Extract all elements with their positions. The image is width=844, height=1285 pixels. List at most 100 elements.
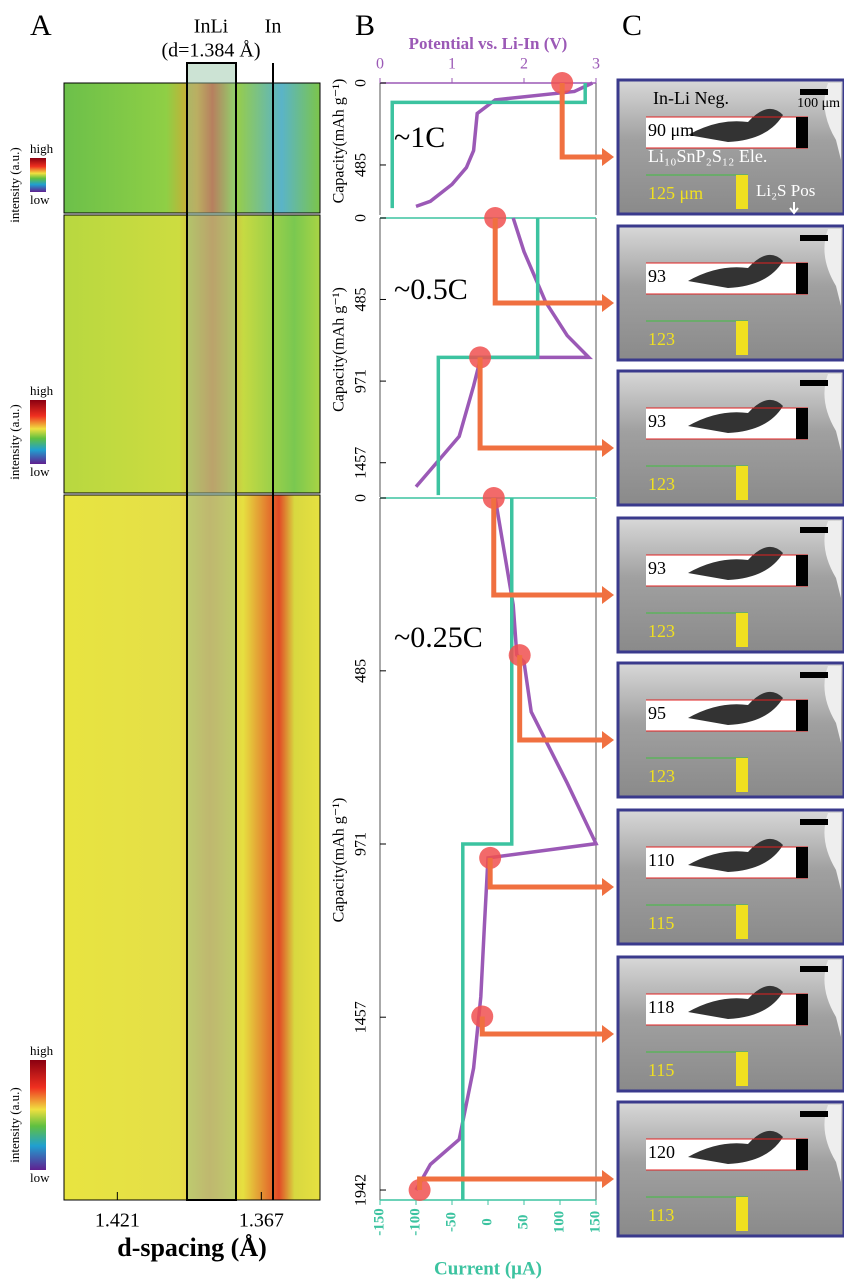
pos-bar [736,613,748,647]
arrow [479,1016,604,1037]
neg-bar [796,555,808,586]
neg-bar [796,263,808,294]
pos-bar [736,1052,748,1086]
neg-bar [796,1139,808,1170]
x2-tick-label: 150 [587,1211,603,1234]
y-tick-label: 1457 [353,447,370,479]
x2-tick-label: -50 [443,1212,459,1232]
neg-thickness: 110 [648,850,674,870]
peak-detail: (d=1.384 Å) [161,40,260,62]
arrowhead [602,1025,614,1043]
colorbar-high: high [30,383,54,398]
y-tick-label: 485 [353,659,370,683]
heatmaps [30,62,321,1201]
point [471,1005,494,1028]
neg-bar [796,117,808,148]
x-tick-label: 1 [448,56,456,73]
panel-label: C [622,9,642,42]
arrowhead [602,731,614,749]
neg-thickness: 93 [648,558,666,578]
arrow [417,1176,604,1191]
colorbar [30,158,46,192]
arrowhead [602,294,614,312]
heatmap [63,214,321,494]
pos-bar [736,466,748,500]
panel-label: B [355,9,375,42]
top-axis-label: Potential vs. Li-In (V) [409,34,568,53]
heatmap [63,494,321,1201]
x-tick-label: 3 [592,56,600,73]
y-tick-label: 0 [353,494,370,502]
rate-annotation: ~0.25C [394,621,483,654]
colorbar [30,1060,46,1170]
colorbar-low: low [30,464,50,479]
arrow [487,857,604,890]
y-tick-label: 971 [353,369,370,393]
y-axis-label: Capacity(mAh g⁻¹) [331,287,348,412]
x2-tick-label: -150 [371,1208,387,1236]
pos-thickness: 123 [648,766,675,786]
neg-thickness: 95 [648,703,666,723]
y-axis-label: Capacity(mAh g⁻¹) [331,798,348,923]
rate-annotation: ~0.5C [394,273,468,306]
scale-bar [800,966,828,972]
colorbar-low: low [30,1170,50,1185]
x-axis-label: d-spacing (Å) [117,1233,267,1262]
y-tick-label: 485 [353,153,370,177]
inli-band [186,62,237,1201]
legend-pos: Li₂S Pos [756,181,815,200]
colorbar [30,400,46,464]
rate-annotation: ~1C [394,121,445,154]
legend-ele: Li₁₀SnP₂S₁₂ Ele. [648,146,767,166]
neg-thickness: 90 μm [648,120,694,140]
panel-label: A [30,9,52,42]
peak-label: InLi [194,16,229,38]
bottom-axis-label: Current (μA) [434,1258,542,1279]
arrow [491,498,604,598]
x-tick-label: 1.421 [95,1210,140,1232]
arrow [477,357,604,451]
arrow [559,83,604,160]
x2-tick-label: 50 [515,1215,531,1230]
pos-thickness: 113 [648,1205,674,1225]
scale-bar [800,380,828,386]
arrowhead [602,148,614,166]
x-tick-label: 1.367 [239,1210,284,1232]
arrowhead [602,1170,614,1188]
pos-thickness: 123 [648,621,675,641]
y-tick-label: 971 [353,832,370,856]
pos-bar [736,905,748,939]
pos-thickness: 123 [648,474,675,494]
y-tick-label: 0 [353,79,370,87]
arrow [492,218,604,306]
neg-bar [796,994,808,1025]
pos-bar [736,1197,748,1231]
potential-line [415,81,594,209]
y-axis-label: Capacity(mAh g⁻¹) [331,79,348,204]
colorbar-high: high [30,1043,54,1058]
pos-bar [736,758,748,792]
neg-bar [796,700,808,731]
scale-bar [800,1111,828,1117]
heatmap [63,82,321,214]
x2-tick-label: -100 [407,1208,423,1236]
scale-bar [800,819,828,825]
y-tick-label: 1942 [353,1174,370,1206]
x-tick-label: 2 [520,56,528,73]
pos-thickness: 115 [648,1060,674,1080]
arrowhead [602,586,614,604]
arrowhead [602,878,614,896]
scale-bar [800,672,828,678]
pos-bar [736,321,748,355]
scale-bar [800,89,828,95]
current-line [461,498,514,1200]
arrow [517,655,604,743]
y-tick-label: 1457 [353,1001,370,1033]
x2-tick-label: 100 [551,1211,567,1234]
arrowhead [602,439,614,457]
x2-tick-label: 0 [479,1218,495,1226]
scale-bar [800,527,828,533]
neg-bar [796,408,808,439]
scale-label: 100 μm [797,96,840,111]
